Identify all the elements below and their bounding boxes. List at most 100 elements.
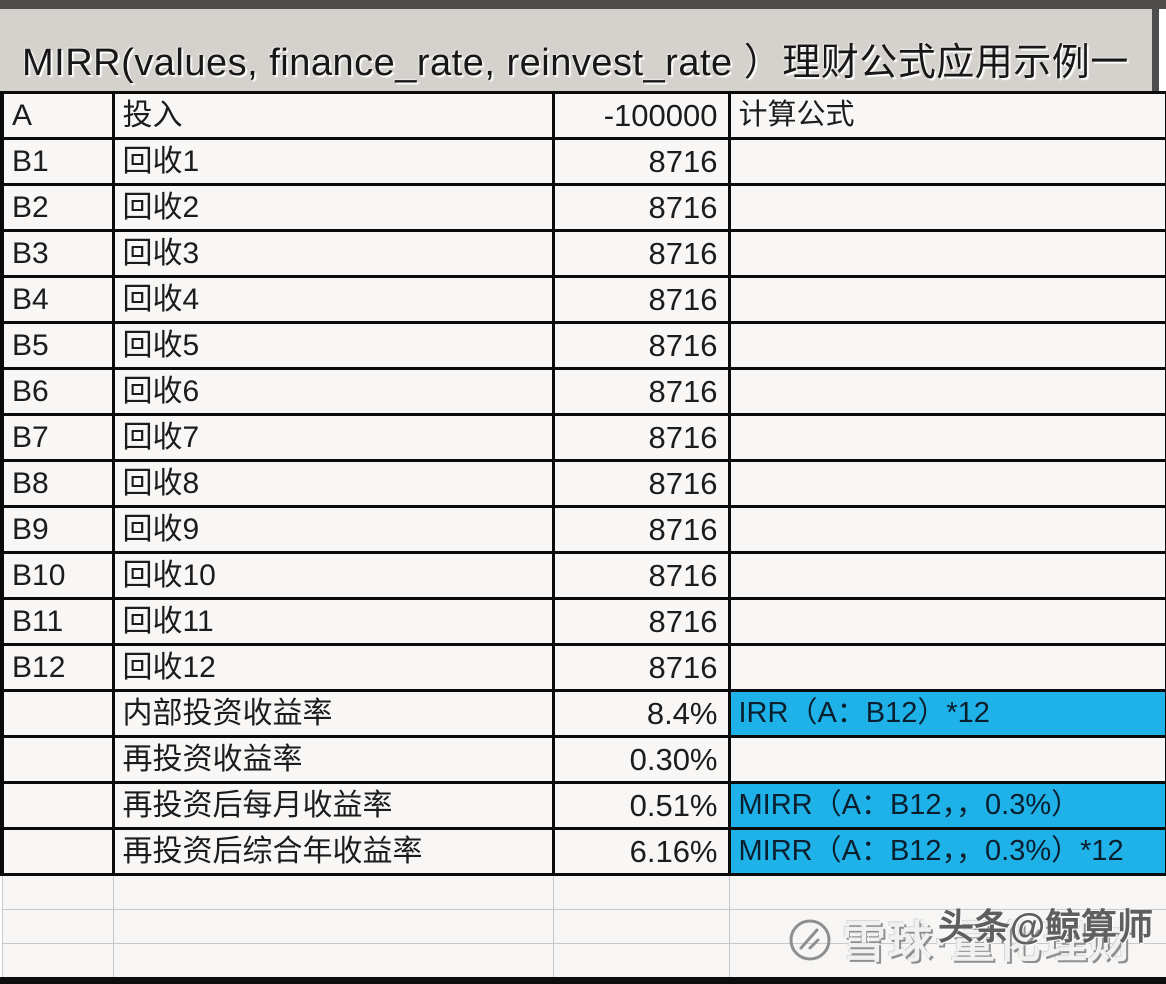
cell-formula [727, 735, 1166, 784]
cell-item: 回收10 [111, 551, 555, 600]
cell-value [552, 874, 730, 910]
cell-value [552, 943, 730, 978]
cell-item: 回收8 [111, 459, 555, 508]
cell-formula: IRR（A：B12）*12 [727, 689, 1166, 738]
table-row: B9 回收9 8716 [0, 505, 1166, 554]
cell-formula [728, 874, 1166, 910]
table-row: B4 回收4 8716 [0, 275, 1166, 324]
table-row: 再投资后综合年收益率 6.16% MIRR（A：B12，，0.3%）*12 [0, 827, 1166, 876]
cell-item: 再投资后综合年收益率 [111, 827, 555, 876]
cell-row-id: B5 [0, 321, 115, 370]
empty-row [1, 943, 1166, 978]
cell-row-id [1, 943, 114, 978]
cell-formula [727, 597, 1166, 646]
cell-row-id: B9 [0, 505, 115, 554]
cell-formula [727, 505, 1166, 554]
table-row: 再投资后每月收益率 0.51% MIRR（A：B12，，0.3%） [0, 781, 1166, 830]
table-row: B3 回收3 8716 [0, 229, 1166, 278]
cell-row-id: B8 [0, 459, 115, 508]
cell-item: 回收9 [111, 505, 555, 554]
title-band: MIRR(values, finance_rate, reinvest_rate… [0, 9, 1159, 91]
cell-value: 8716 [551, 505, 731, 554]
cell-formula [727, 183, 1166, 232]
cell-value: 0.51% [551, 781, 731, 830]
cell-row-id [0, 827, 115, 876]
cell-item: 回收2 [111, 183, 555, 232]
cell-item: 回收7 [111, 413, 555, 462]
cell-item: 内部投资收益率 [111, 689, 555, 738]
top-dark-strip [0, 0, 1166, 9]
cell-row-id [0, 781, 115, 830]
cell-value: 8716 [551, 229, 731, 278]
table-row: B11 回收11 8716 [0, 597, 1166, 646]
cell-value: 8.4% [551, 689, 731, 738]
cell-value: 8716 [551, 367, 731, 416]
table-row: B7 回收7 8716 [0, 413, 1166, 462]
cell-row-id [0, 689, 115, 738]
cell-value: 8716 [551, 643, 731, 692]
cell-formula [728, 909, 1166, 944]
bottom-border-bar [0, 977, 1166, 984]
table-row: B12 回收12 8716 [0, 643, 1166, 692]
cell-item: 回收5 [111, 321, 555, 370]
cell-row-id: A [0, 91, 115, 140]
table-body: A 投入 -100000 计算公式 B1 回收1 8716 B2 回收2 8716 B3 回收3 871… [0, 91, 1166, 978]
table-row: B6 回收6 8716 [0, 367, 1166, 416]
cell-item: 再投资后每月收益率 [111, 781, 555, 830]
cell-value: 6.16% [551, 827, 731, 876]
cell-value: 8716 [551, 413, 731, 462]
cell-value: 8716 [551, 597, 731, 646]
table-row: B10 回收10 8716 [0, 551, 1166, 600]
table-row: B2 回收2 8716 [0, 183, 1166, 232]
cell-row-id: B4 [0, 275, 115, 324]
cell-formula [727, 459, 1166, 508]
cell-value: 8716 [551, 183, 731, 232]
cell-row-id [0, 735, 115, 784]
cell-item [112, 943, 554, 978]
cell-value: 8716 [551, 275, 731, 324]
table-row: 内部投资收益率 8.4% IRR（A：B12）*12 [0, 689, 1166, 738]
cell-value: -100000 [551, 91, 731, 140]
table-row: B8 回收8 8716 [0, 459, 1166, 508]
cell-item: 回收1 [111, 137, 555, 186]
table-row: 再投资收益率 0.30% [0, 735, 1166, 784]
empty-row [1, 874, 1166, 910]
cell-row-id: B11 [0, 597, 115, 646]
cell-formula [727, 367, 1166, 416]
cell-row-id: B12 [0, 643, 115, 692]
cell-row-id: B2 [0, 183, 115, 232]
page-title: MIRR(values, finance_rate, reinvest_rate… [22, 42, 1129, 84]
cell-formula [727, 229, 1166, 278]
cell-formula [727, 413, 1166, 462]
cell-item: 回收4 [111, 275, 555, 324]
cell-formula [727, 275, 1166, 324]
cell-row-id: B3 [0, 229, 115, 278]
table-row: A 投入 -100000 计算公式 [0, 91, 1166, 140]
table-row: B5 回收5 8716 [0, 321, 1166, 370]
cell-row-id: B10 [0, 551, 115, 600]
cell-formula [727, 643, 1166, 692]
cell-value: 8716 [551, 551, 731, 600]
mirr-table: A 投入 -100000 计算公式 B1 回收1 8716 B2 回收2 8716 B3 回收3 871… [0, 91, 1166, 978]
cell-item: 再投资收益率 [111, 735, 555, 784]
cell-formula: MIRR（A：B12，，0.3%）*12 [727, 827, 1166, 876]
table-row: B1 回收1 8716 [0, 137, 1166, 186]
cell-formula [727, 551, 1166, 600]
cell-value: 8716 [551, 137, 731, 186]
cell-item: 回收11 [111, 597, 555, 646]
cell-formula: 计算公式 [727, 91, 1166, 140]
cell-formula [728, 943, 1166, 978]
cell-formula [727, 321, 1166, 370]
cell-row-id [1, 874, 114, 910]
cell-formula: MIRR（A：B12，，0.3%） [727, 781, 1166, 830]
cell-row-id [1, 909, 114, 944]
cell-item: 投入 [111, 91, 555, 140]
cell-value: 8716 [551, 459, 731, 508]
cell-item [112, 874, 554, 910]
cell-formula [727, 137, 1166, 186]
cell-row-id: B6 [0, 367, 115, 416]
cell-item: 回收12 [111, 643, 555, 692]
cell-value: 8716 [551, 321, 731, 370]
cell-value: 0.30% [551, 735, 731, 784]
